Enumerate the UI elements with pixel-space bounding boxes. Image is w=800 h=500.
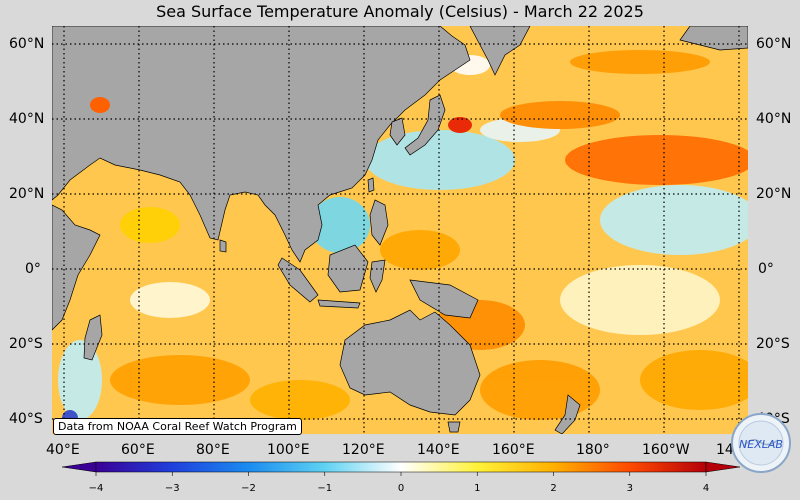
lon-label-140e: 140°E bbox=[417, 442, 460, 458]
graticule bbox=[52, 26, 748, 434]
madagascar bbox=[83, 314, 103, 361]
korea bbox=[389, 117, 406, 146]
colorbar-tick-label: −4 bbox=[88, 483, 104, 494]
lat-label-right-20n: 20°N bbox=[756, 186, 792, 202]
cool-patch-central-pacific bbox=[600, 185, 748, 255]
colorbar-tick-label: −1 bbox=[317, 483, 333, 494]
cool-patch-south-china-sea bbox=[310, 197, 370, 253]
warm-patch-north-pacific bbox=[565, 135, 748, 185]
tasmania bbox=[447, 421, 461, 433]
anomaly-patches bbox=[58, 50, 748, 426]
colorbar-tick-marks bbox=[95, 472, 707, 476]
colorbar-low-arrow bbox=[61, 461, 97, 473]
lat-label-left-40n: 40°N bbox=[9, 111, 45, 127]
lat-label-right-60n: 60°N bbox=[756, 36, 792, 52]
colorbar-tick-label: −2 bbox=[241, 483, 256, 494]
java bbox=[317, 299, 361, 309]
neutral-patch-indian bbox=[130, 282, 210, 318]
lon-label-160w: 160°W bbox=[642, 442, 690, 458]
lat-label-left-40s: 40°S bbox=[9, 411, 43, 427]
warm-patch-se-indian bbox=[250, 380, 350, 420]
lat-label-left-0: 0° bbox=[25, 261, 41, 277]
sri-lanka bbox=[219, 239, 227, 253]
borneo bbox=[327, 244, 369, 293]
lat-label-right-20s: 20°S bbox=[756, 336, 790, 352]
lat-label-left-20n: 20°N bbox=[9, 186, 45, 202]
colorbar-bar bbox=[95, 461, 707, 473]
colorbar-tick-label: 0 bbox=[397, 483, 405, 494]
new-guinea bbox=[409, 279, 479, 319]
lon-label-100e: 100°E bbox=[267, 442, 310, 458]
colorbar-tick-label: 4 bbox=[702, 483, 710, 494]
lon-label-60e: 60°E bbox=[121, 442, 155, 458]
sumatra bbox=[277, 257, 319, 303]
neutral-patch-south-pacific bbox=[560, 265, 720, 335]
warm-patch-warm-pool bbox=[380, 230, 460, 270]
taiwan bbox=[367, 177, 375, 193]
warm-patch-arabian-sea bbox=[120, 207, 180, 243]
warm-patch-south-indian bbox=[110, 355, 250, 405]
logo-text: NEXLAB bbox=[739, 438, 783, 451]
new-zealand bbox=[554, 394, 581, 434]
japan bbox=[404, 94, 446, 156]
map-body bbox=[52, 26, 748, 434]
lat-label-left-60n: 60°N bbox=[9, 36, 45, 52]
lon-label-40e: 40°E bbox=[46, 442, 80, 458]
colorbar-tick-label: 3 bbox=[626, 483, 633, 494]
warm-patch-tasman bbox=[480, 360, 600, 420]
philippines bbox=[369, 199, 389, 246]
lon-label-160e: 160°E bbox=[492, 442, 535, 458]
colorbar-tick-label: 1 bbox=[474, 483, 481, 494]
caspian-warm-spot bbox=[90, 97, 110, 113]
warm-patch-se-pacific bbox=[640, 350, 748, 410]
lon-label-80e: 80°E bbox=[196, 442, 230, 458]
data-attribution: Data from NOAA Coral Reef Watch Program bbox=[53, 418, 302, 435]
warm-patch-bering bbox=[570, 50, 710, 74]
colorbar-tick-label: 2 bbox=[550, 483, 557, 494]
lon-label-180: 180° bbox=[576, 442, 610, 458]
lon-label-120e: 120°E bbox=[342, 442, 385, 458]
map-title: Sea Surface Temperature Anomaly (Celsius… bbox=[156, 2, 644, 21]
colorbar-high-arrow bbox=[705, 461, 741, 473]
cool-patch-kuroshio bbox=[365, 130, 515, 190]
hot-spot-japan bbox=[448, 117, 472, 133]
lat-label-right-40n: 40°N bbox=[756, 111, 792, 127]
lat-label-left-20s: 20°S bbox=[9, 336, 43, 352]
northeast-asia bbox=[469, 26, 531, 76]
africa bbox=[52, 204, 101, 331]
australia bbox=[339, 309, 481, 416]
nexlab-logo[interactable]: NEXLAB bbox=[730, 412, 792, 474]
sulawesi bbox=[369, 259, 386, 293]
warm-patch-kuroshio-ext bbox=[500, 101, 620, 129]
colorbar-tick-label: −3 bbox=[164, 483, 180, 494]
colorbar bbox=[61, 461, 741, 476]
land-masses bbox=[52, 26, 748, 434]
lat-label-right-0: 0° bbox=[758, 261, 774, 277]
